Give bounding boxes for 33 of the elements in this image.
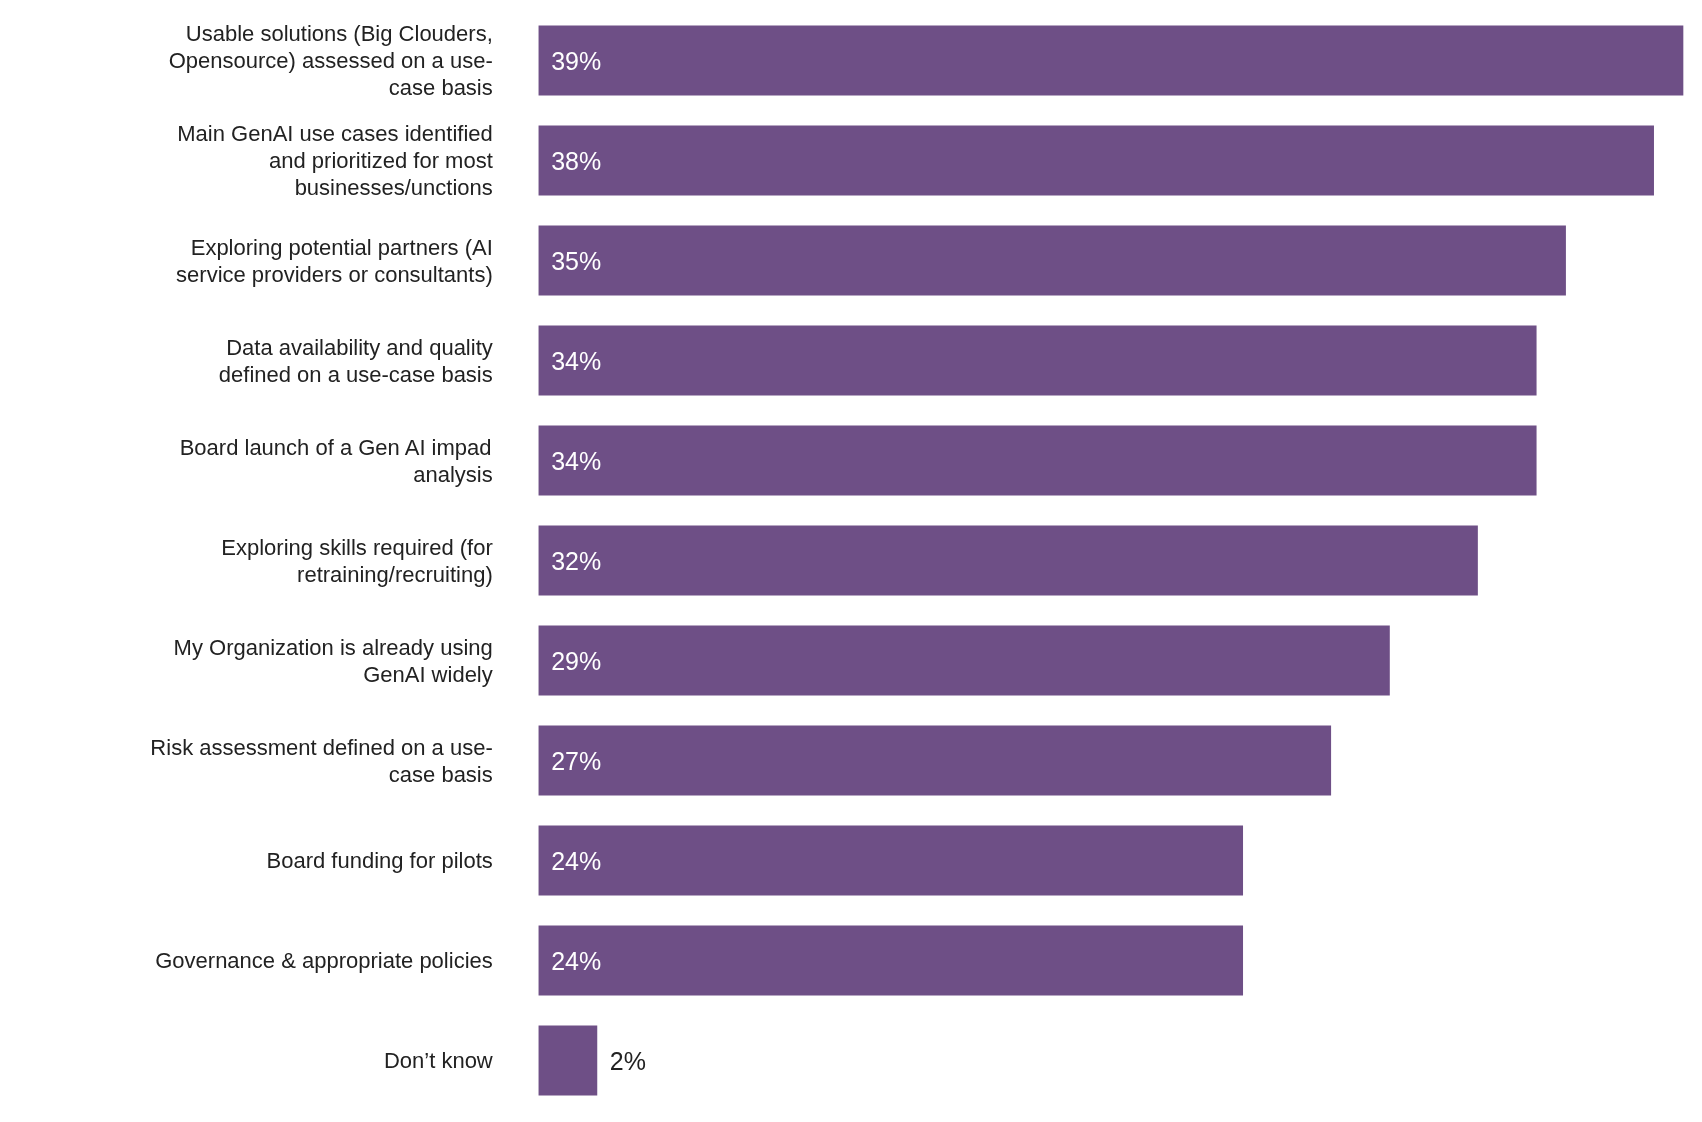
data-label: 24% (551, 846, 602, 875)
data-label: 29% (551, 646, 602, 675)
data-label: 35% (551, 246, 602, 275)
y-tick-label: Data availability and quality defined on a use-case basis (218, 334, 493, 387)
bar (538, 925, 1244, 996)
bar (538, 825, 1244, 896)
bar (538, 725, 1332, 796)
bar (538, 225, 1566, 296)
y-tick-label: Board launch of a Gen AI impad analysis (179, 434, 493, 487)
bar (538, 1025, 598, 1096)
y-tick-label: Board funding for pilots (266, 848, 493, 873)
data-label: 38% (551, 146, 602, 175)
y-tick-label: Exploring potential partners (AI service providers or consultants) (176, 234, 493, 287)
bar (538, 25, 1684, 96)
data-label: 2% (609, 1046, 646, 1075)
bar (538, 125, 1654, 196)
y-tick-label: Usable solutions (Big Clouders, Opensource) assessed on a use-case basis (168, 21, 493, 100)
data-label: 24% (551, 946, 602, 975)
data-label: 39% (551, 46, 602, 75)
bar (538, 625, 1390, 696)
bar (538, 425, 1537, 496)
y-tick-label: Risk assessment defined on a use-case basis (150, 734, 493, 787)
y-tick-label: Don’t know (383, 1048, 493, 1073)
data-label: 32% (551, 546, 602, 575)
data-label: 34% (551, 346, 602, 375)
y-tick-label: Main GenAI use cases identified and prioritized for most businesses/unctions (177, 121, 493, 200)
y-tick-label: Exploring skills required (for retraining/recruiting) (221, 534, 493, 587)
y-tick-label: Governance & appropriate policies (155, 948, 493, 973)
bar (538, 525, 1478, 596)
y-tick-label: My Organization is already using GenAI widely (173, 634, 493, 687)
bar (538, 325, 1537, 396)
data-label: 27% (551, 746, 602, 775)
data-label: 34% (551, 446, 602, 475)
